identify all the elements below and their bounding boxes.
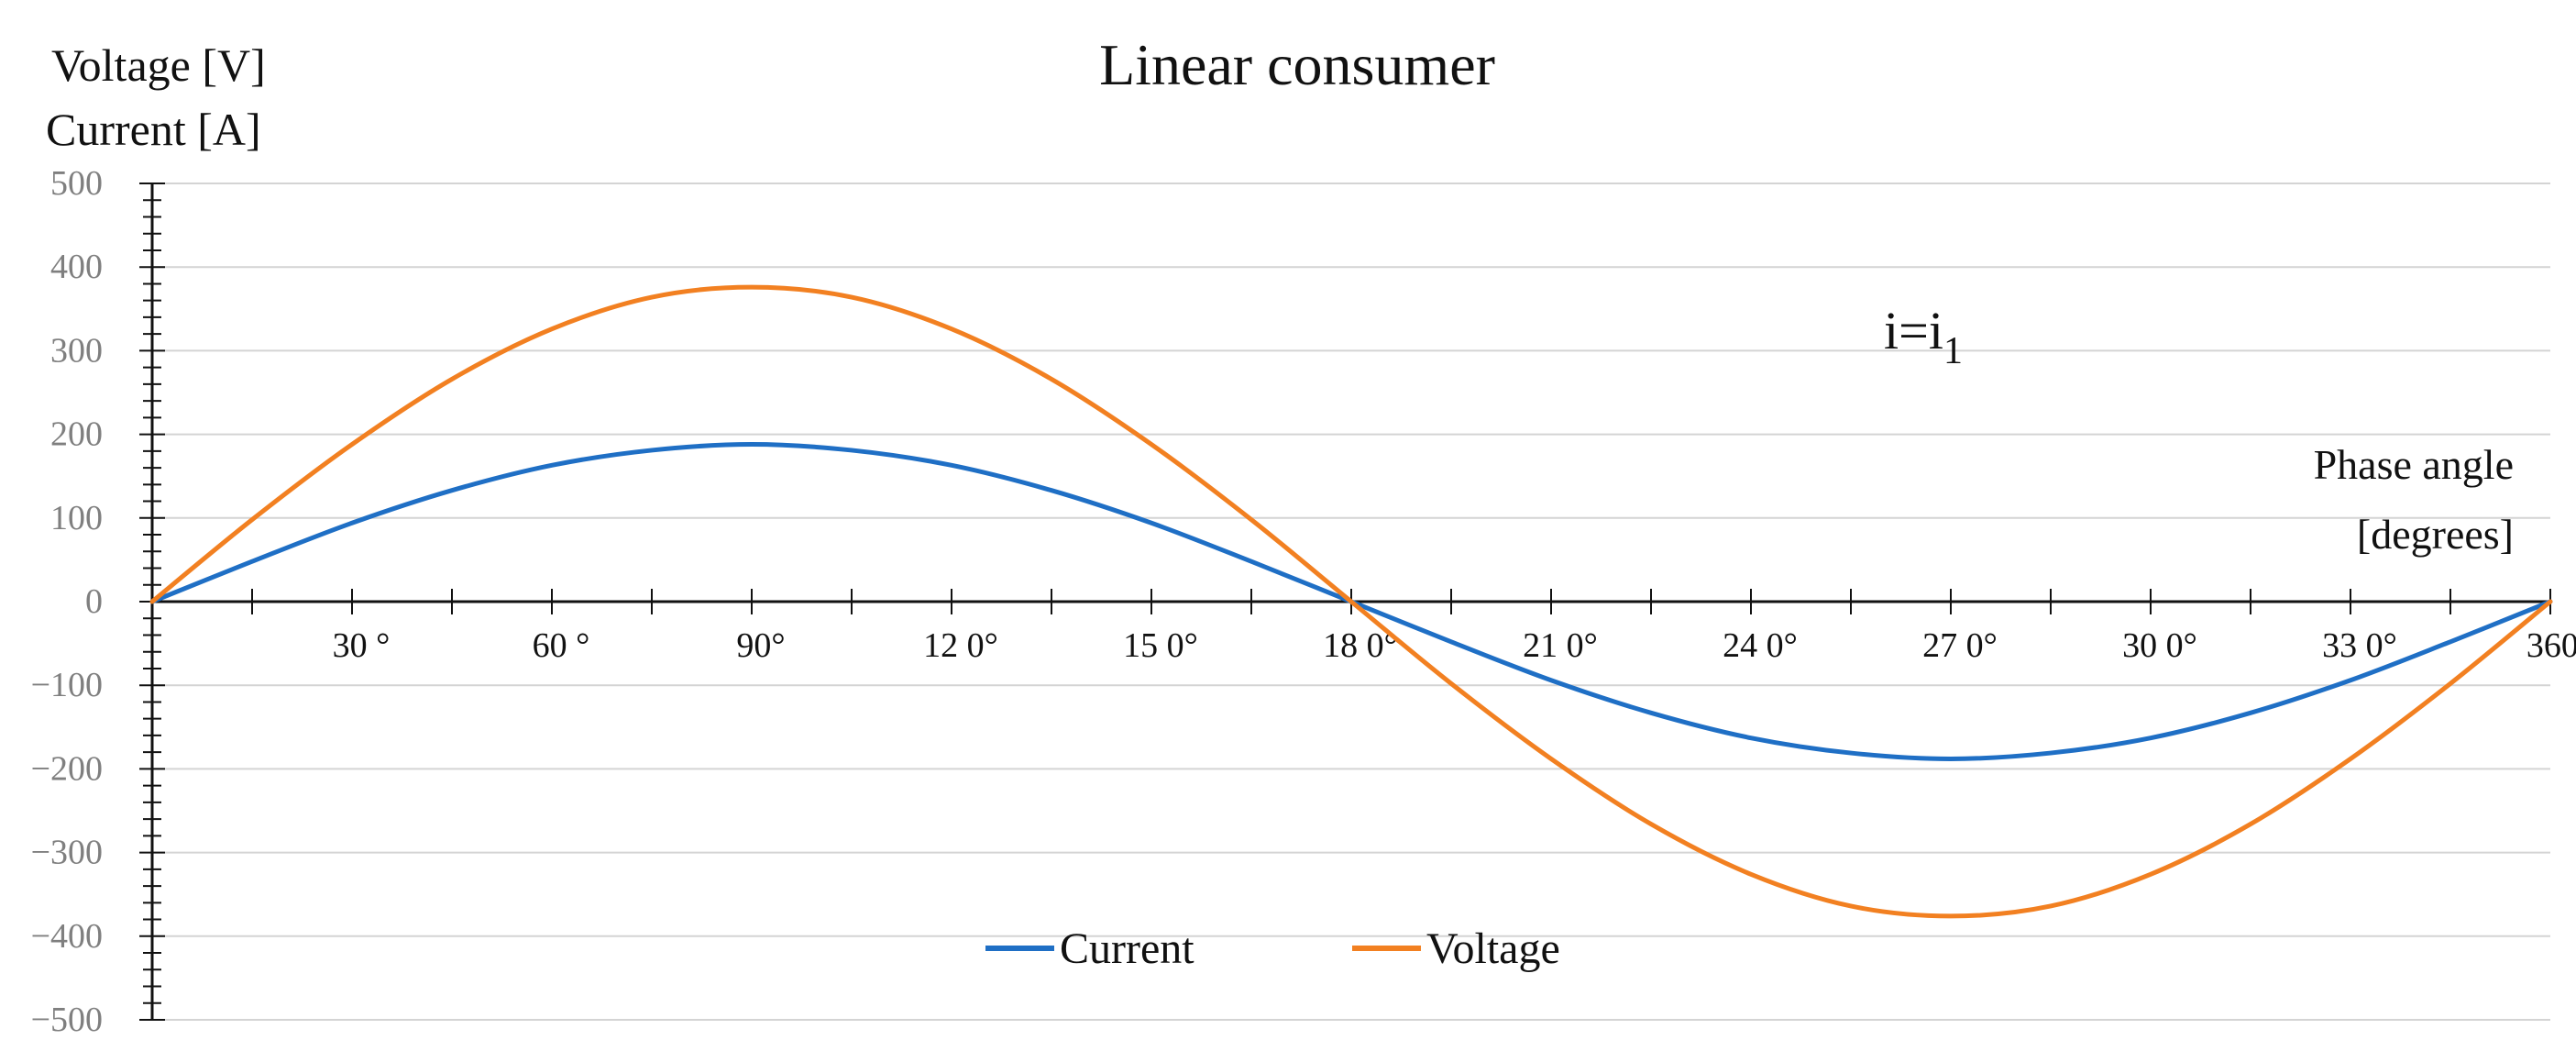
x-tick-label: 27 0° (1922, 626, 1998, 665)
x-tick-label: 60 ° (533, 626, 590, 665)
y-tick-label: 100 (50, 499, 103, 537)
x-axis-label-degrees: [degrees] (2357, 511, 2514, 558)
x-tick-label: 12 0° (923, 626, 998, 665)
x-tick-label: 360° (2526, 626, 2576, 665)
x-tick-label: 33 0° (2322, 626, 2397, 665)
y-tick-label: 0 (85, 582, 103, 621)
x-tick-label: 90° (736, 626, 785, 665)
chart-title: Linear consumer (1099, 32, 1495, 97)
annotation-base: i=i (1884, 301, 1943, 360)
y-tick-label: 200 (50, 415, 103, 454)
y-tick-label: 400 (50, 248, 103, 286)
x-axis-label-phase: Phase angle (2314, 441, 2514, 488)
x-tick-label: 15 0° (1123, 626, 1198, 665)
annotation-subscript: 1 (1943, 330, 1963, 372)
x-tick-label: 24 0° (1723, 626, 1798, 665)
y-tick-label: −400 (31, 917, 103, 956)
grid-layer (152, 183, 2550, 1021)
label-layer: Linear consumer Voltage [V] Current [A] … (46, 32, 2514, 558)
legend-current-label: Current (1060, 924, 1194, 973)
y-axis-label-current: Current [A] (46, 104, 261, 155)
x-tick-label: 30 ° (333, 626, 391, 665)
annotation-i-equals-i1: i=i1 (1884, 301, 1963, 372)
x-tick-label: 30 0° (2122, 626, 2197, 665)
y-tick-label: −300 (31, 834, 103, 872)
y-tick-label: −100 (31, 666, 103, 704)
y-tick-label: −200 (31, 749, 103, 788)
series-line-voltage (149, 284, 2553, 919)
legend-voltage-label: Voltage (1426, 924, 1560, 973)
y-axis-label-voltage: Voltage [V] (51, 39, 266, 91)
y-tick-label: −500 (31, 1001, 103, 1039)
y-tick-label: 300 (50, 331, 103, 370)
y-tick-label: 500 (50, 164, 103, 203)
axis-layer: 500 400 300 200 100 0 −100 −200 −300 −400 −500 30 °… (31, 164, 2576, 1039)
x-tick-label: 21 0° (1523, 626, 1598, 665)
legend: Current Voltage (985, 924, 1560, 973)
series-layer (149, 284, 2553, 919)
